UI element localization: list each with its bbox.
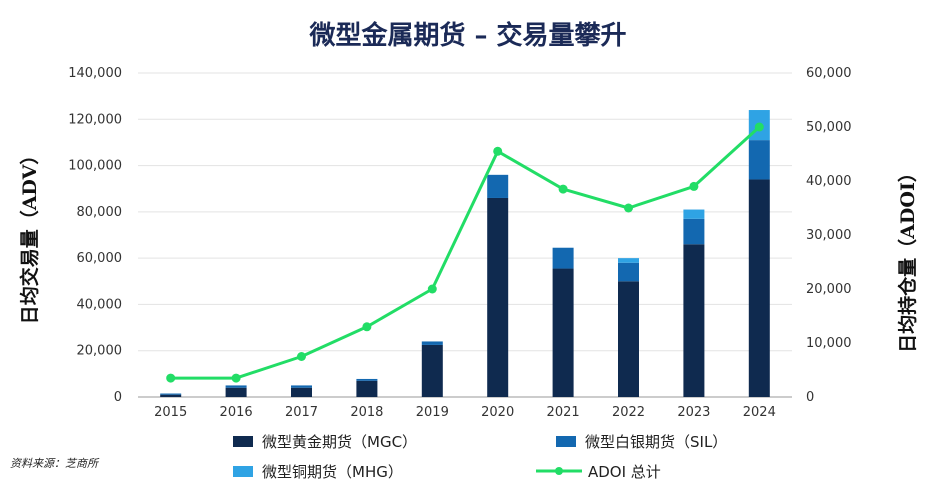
bar-sil-2020: [487, 174, 509, 198]
bar-sil-2023: [683, 218, 705, 245]
adoi-point-2023: [689, 181, 699, 191]
y-tick-label: 80,000: [77, 205, 123, 220]
y-tick-label: 100,000: [68, 159, 122, 174]
adoi-point-2022: [624, 203, 633, 213]
adoi-point-2019: [427, 284, 437, 294]
x-tick-label: 2016: [220, 405, 253, 420]
adoi-point-2015: [166, 373, 176, 383]
x-tick-label: 2017: [285, 405, 318, 420]
x-tick-label: 2018: [350, 405, 383, 420]
y2-tick-label: 40,000: [806, 174, 852, 189]
bar-mgc-2018: [356, 380, 378, 397]
bar-mhg-2023: [683, 209, 705, 219]
source-note: 资料来源：芝商所: [10, 457, 100, 470]
bar-mgc-2023: [683, 244, 705, 397]
bar-mhg-2022: [618, 258, 639, 263]
adoi-point-2020: [493, 146, 503, 156]
y2-tick-label: 60,000: [806, 66, 852, 81]
x-tick-label: 2022: [612, 405, 645, 420]
bar-sil-2021: [552, 247, 574, 269]
y2-axis-title: 日均持仓量（ADOI）: [896, 163, 919, 353]
y-tick-label: 120,000: [68, 112, 122, 127]
bar-mgc-2015: [160, 394, 182, 397]
bar-sil-2019: [421, 341, 443, 345]
bars-group: [160, 110, 770, 397]
y2-tick-label: 10,000: [806, 336, 852, 351]
x-tick-label: 2020: [481, 405, 514, 420]
y2-tick-label: 20,000: [806, 282, 852, 297]
y2-tick-label: 50,000: [806, 120, 852, 135]
adoi-point-2017: [297, 352, 306, 361]
x-tick-label: 2024: [743, 405, 776, 420]
y2-tick-label: 0: [806, 390, 814, 405]
adoi-point-2018: [362, 322, 372, 332]
legend-label-mgc: 微型黄金期货（MGC）: [262, 433, 417, 451]
legend-swatch-mhg: [233, 466, 253, 477]
bar-sil-2016: [225, 385, 247, 388]
bar-sil-2018: [356, 378, 378, 381]
bar-mgc-2022: [618, 281, 639, 397]
y-tick-label: 140,000: [68, 66, 122, 81]
x-tick-label: 2019: [416, 405, 449, 420]
bar-mgc-2019: [421, 344, 443, 397]
legend-label-sil: 微型白银期货（SIL）: [585, 433, 727, 451]
x-tick-label: 2023: [677, 405, 710, 420]
y-tick-label: 20,000: [77, 344, 123, 359]
legend-swatch-sil: [556, 436, 576, 447]
chart-title: 微型金属期货 – 交易量攀升: [308, 20, 626, 51]
adoi-point-2021: [558, 184, 568, 194]
adoi-point-2024: [754, 122, 764, 132]
adoi-point-2016: [231, 373, 241, 383]
legend-label-mhg: 微型铜期货（MHG）: [262, 463, 403, 481]
adoi-line-group: [166, 122, 764, 383]
x-tick-label: 2015: [154, 405, 187, 420]
grid-lines: [138, 72, 792, 398]
y-tick-label: 40,000: [77, 297, 123, 312]
bar-sil-2022: [618, 262, 639, 282]
bar-mgc-2024: [748, 179, 770, 397]
bar-sil-2015: [160, 393, 182, 395]
bar-mgc-2016: [225, 387, 247, 397]
bar-mgc-2017: [291, 387, 312, 397]
x-axis-ticks: 2015 2016 2017 2018 2019 2020 2021 2022 2023 2024: [154, 405, 776, 420]
bar-sil-2017: [291, 385, 312, 388]
y-axis-title: 日均交易量（ADV）: [18, 146, 41, 325]
y-tick-label: 60,000: [77, 251, 123, 266]
legend: 微型黄金期货（MGC） 微型白银期货（SIL） 微型铜期货（MHG） ADOI …: [233, 433, 727, 481]
y2-tick-label: 30,000: [806, 228, 852, 243]
y-tick-label: 0: [114, 390, 122, 405]
adoi-line: [170, 125, 761, 380]
bar-sil-2024: [748, 140, 770, 180]
legend-swatch-mgc: [233, 436, 253, 447]
legend-label-adoi: ADOI 总计: [588, 463, 661, 481]
x-tick-label: 2021: [547, 405, 580, 420]
y2-axis-ticks: 0 10,000 20,000 30,000 40,000 50,000 60,000: [806, 66, 852, 405]
bar-mgc-2020: [487, 197, 509, 397]
bar-mgc-2021: [552, 268, 574, 397]
y-axis-ticks: 0 20,000 40,000 60,000 80,000 100,000 120,000 1…: [68, 66, 122, 405]
legend-swatch-adoi-marker: [555, 467, 563, 475]
